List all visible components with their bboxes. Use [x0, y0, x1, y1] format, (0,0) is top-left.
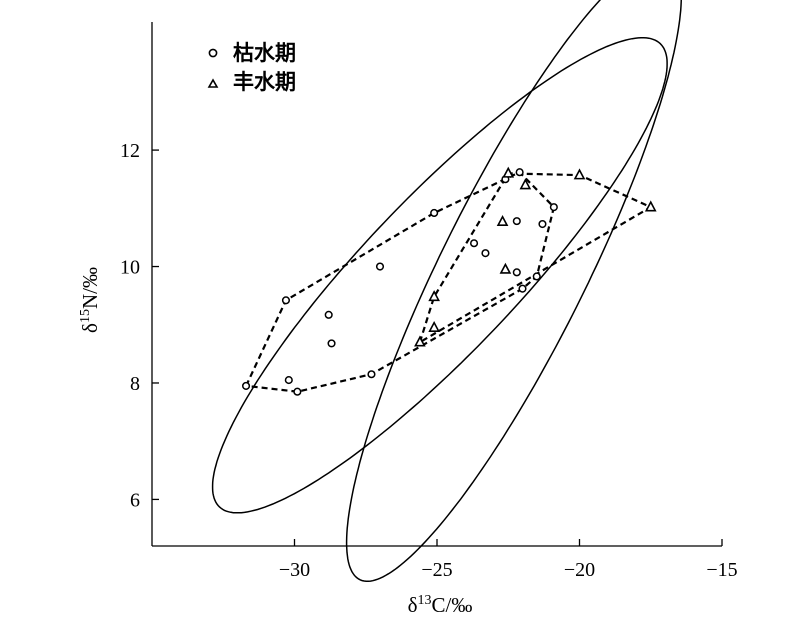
axes [151, 22, 722, 547]
data-points [242, 166, 657, 396]
x-tick-label: −20 [564, 559, 595, 581]
y-tick-label: 10 [120, 257, 140, 279]
point-dry-season [515, 168, 524, 177]
point-wet-season [502, 166, 515, 178]
ticks: −30 −25 −20 −15 6 8 10 12 [120, 140, 738, 581]
legend: 枯水期 丰水期 [207, 41, 296, 94]
ellipse-dry-season [211, 36, 668, 514]
y-axis-title: δ15N/‰ [78, 267, 102, 333]
point-dry-season [327, 339, 336, 348]
point-dry-season [324, 310, 333, 319]
confidence-ellipses [211, 0, 682, 583]
x-axis-title: δ13C/‰ [408, 593, 473, 617]
legend-label-wet-season: 丰水期 [233, 70, 296, 94]
point-wet-season [499, 262, 512, 274]
point-dry-season [470, 239, 479, 248]
hull-wet-season [418, 172, 654, 345]
point-wet-season [519, 178, 532, 190]
point-wet-season [428, 320, 440, 332]
legend-triangle-marker [207, 78, 219, 88]
point-wet-season [644, 200, 657, 212]
point-dry-season [532, 272, 541, 281]
point-wet-season [414, 335, 426, 347]
point-dry-season [284, 376, 293, 385]
legend-label-dry-season: 枯水期 [233, 41, 296, 65]
point-dry-season [481, 249, 490, 258]
point-dry-season [375, 262, 385, 271]
ellipse-wet-season [345, 0, 682, 583]
y-tick-label: 12 [120, 140, 140, 162]
point-dry-season [512, 217, 521, 226]
hull-dry-season [244, 170, 556, 393]
x-tick-label: −30 [279, 559, 310, 581]
point-wet-season [428, 290, 440, 302]
y-tick-label: 8 [130, 373, 140, 395]
point-dry-season [538, 219, 547, 229]
point-wet-season [496, 214, 509, 227]
y-tick-label: 6 [130, 489, 140, 511]
point-wet-season [573, 168, 586, 180]
point-dry-season [293, 387, 302, 396]
x-tick-label: −25 [421, 559, 452, 581]
point-dry-season [242, 381, 251, 390]
legend-circle-marker [208, 48, 218, 58]
point-dry-season [281, 296, 291, 305]
x-tick-label: −15 [706, 559, 737, 581]
point-dry-season [367, 370, 376, 379]
point-dry-season [512, 268, 521, 277]
point-dry-season [518, 284, 527, 293]
convex-hulls [244, 170, 654, 393]
point-dry-season [549, 203, 558, 212]
point-dry-season [430, 208, 439, 218]
